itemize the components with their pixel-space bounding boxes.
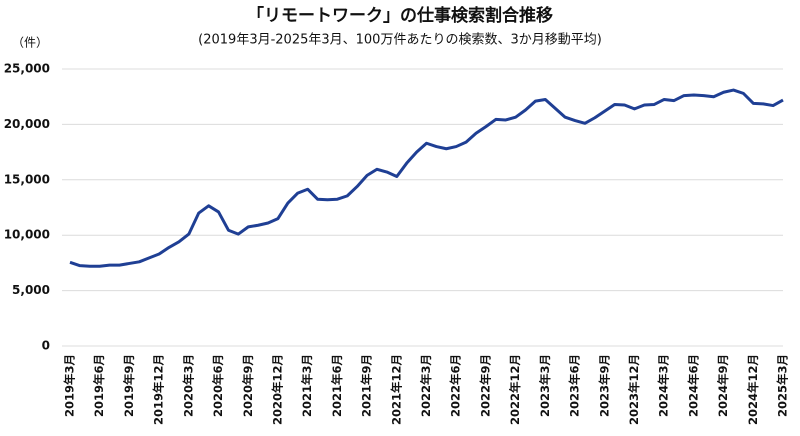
chart-title: 「リモートワーク」の仕事検索割合推移 xyxy=(247,5,553,26)
data-line xyxy=(69,88,784,268)
y-tick-label: 10,000 xyxy=(4,228,50,242)
y-tick-label: 20,000 xyxy=(4,117,50,131)
x-tick-label: 2022年3月 xyxy=(419,354,433,417)
x-tick-label: 2022年12月 xyxy=(508,354,522,425)
x-tick-label: 2019年3月 xyxy=(63,354,77,417)
x-tick-label: 2022年9月 xyxy=(478,354,492,417)
x-tick-label: 2023年9月 xyxy=(597,354,611,417)
y-tick-label: 15,000 xyxy=(4,172,50,186)
chart-subtitle: (2019年3月-2025年3月、100万件あたりの検索数、3か月移動平均) xyxy=(198,33,602,48)
x-tick-label: 2021年6月 xyxy=(330,354,344,417)
x-tick-label: 2020年6月 xyxy=(211,354,225,417)
x-tick-label: 2024年6月 xyxy=(686,354,700,417)
y-tick-label: 5,000 xyxy=(12,283,50,297)
x-tick-label: 2021年12月 xyxy=(389,354,403,425)
x-tick-label: 2025年3月 xyxy=(776,354,790,417)
x-tick-label: 2022年6月 xyxy=(449,354,463,417)
x-tick-label: 2023年12月 xyxy=(627,354,641,425)
x-tick-label: 2020年9月 xyxy=(241,354,255,417)
x-tick-label: 2019年6月 xyxy=(92,354,106,417)
x-tick-label: 2020年12月 xyxy=(270,354,284,425)
y-tick-label: 25,000 xyxy=(4,62,50,76)
x-tick-label: 2024年3月 xyxy=(657,354,671,417)
x-tick-label: 2021年9月 xyxy=(360,354,374,417)
x-tick-label: 2021年3月 xyxy=(300,354,314,417)
x-tick-label: 2024年12月 xyxy=(746,354,760,425)
y-axis-label: （件） xyxy=(12,36,48,50)
x-tick-label: 2023年3月 xyxy=(538,354,552,417)
y-tick-label: 0 xyxy=(42,339,50,353)
x-tick-label: 2019年12月 xyxy=(152,354,166,425)
x-tick-label: 2020年3月 xyxy=(181,354,195,417)
x-tick-label: 2024年9月 xyxy=(716,354,730,417)
x-tick-label: 2023年6月 xyxy=(568,354,582,417)
x-tick-label: 2019年9月 xyxy=(122,354,136,417)
